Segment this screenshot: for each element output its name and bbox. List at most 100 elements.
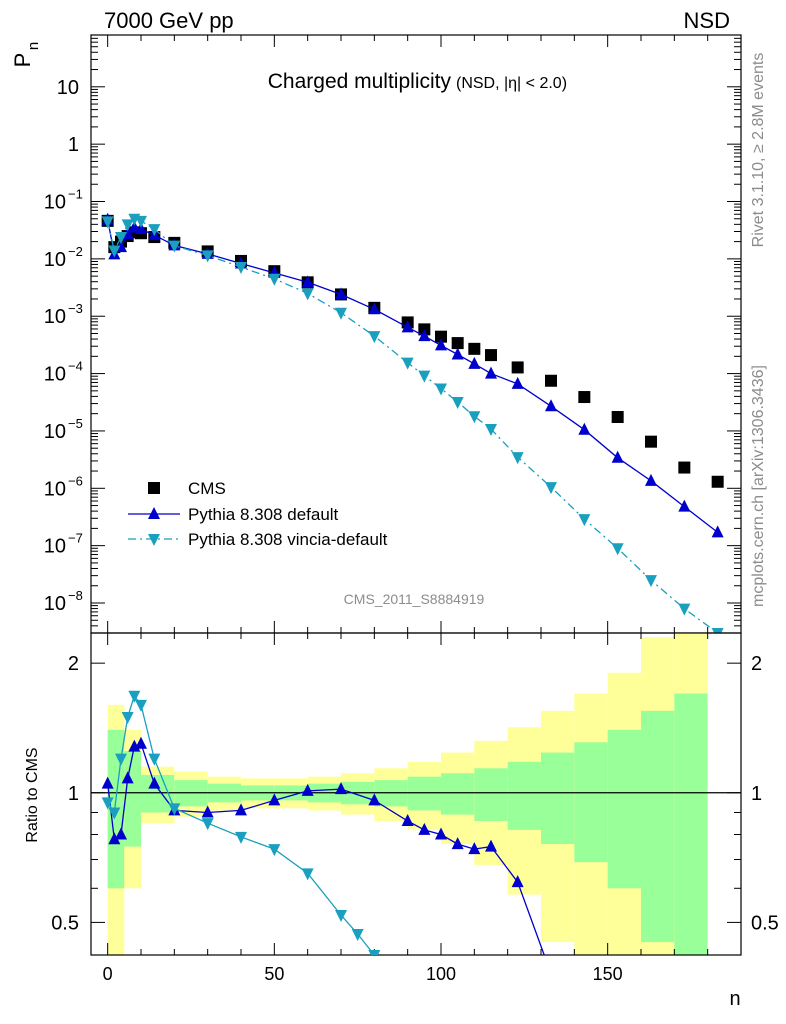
data-point — [268, 273, 281, 286]
y-tick-label-exponent: −5 — [68, 416, 83, 431]
data-point — [545, 374, 557, 387]
ratio-y-tick-label-right: 0.5 — [751, 912, 779, 934]
data-point — [711, 525, 724, 538]
data-point — [485, 349, 497, 362]
plot-title: Charged multiplicity — [268, 70, 452, 93]
data-point — [511, 452, 524, 465]
data-point — [135, 215, 147, 228]
y-tick-label-exponent: −8 — [68, 588, 83, 603]
data-point — [578, 391, 591, 404]
data-point — [578, 514, 591, 527]
legend-marker — [148, 482, 160, 494]
ratio-point — [351, 928, 364, 941]
data-point — [101, 216, 114, 229]
ratio-point — [121, 771, 134, 784]
y-tick-label: 10 — [44, 364, 66, 386]
data-point — [678, 499, 691, 512]
data-point — [485, 366, 497, 379]
y-tick-label: 1 — [68, 134, 79, 156]
data-point — [711, 628, 724, 633]
data-point — [368, 331, 381, 344]
series-2 — [101, 213, 724, 633]
stat-band — [574, 742, 608, 863]
y-tick-label: 10 — [44, 192, 66, 214]
data-point — [168, 240, 181, 253]
ratio-line — [107, 694, 376, 955]
data-point — [611, 543, 624, 556]
data-point — [301, 288, 314, 301]
ratio-point — [108, 832, 121, 845]
data-point — [645, 435, 657, 448]
legend-marker — [148, 507, 160, 519]
data-point — [368, 302, 381, 315]
data-point — [115, 232, 127, 245]
ratio-point — [451, 837, 464, 850]
data-point — [418, 370, 431, 383]
y-tick-label: 10 — [44, 421, 66, 443]
ratio-point — [401, 813, 414, 826]
legend-label: CMS — [188, 479, 226, 498]
ratio-point — [268, 844, 281, 857]
stat-band — [507, 761, 541, 830]
data-point — [335, 287, 347, 300]
ratio-point — [101, 776, 114, 789]
data-point — [645, 473, 657, 486]
data-point — [611, 410, 624, 423]
ratio-point — [385, 974, 397, 986]
y-tick-label-exponent: −7 — [68, 531, 83, 546]
data-point — [201, 250, 214, 263]
y-tick-label-exponent: −1 — [68, 187, 83, 202]
data-point — [401, 320, 414, 333]
data-point — [148, 224, 161, 237]
y-tick-label: 10 — [57, 77, 79, 99]
ratio-point — [148, 753, 161, 766]
data-point — [451, 347, 464, 360]
analysis-label: CMS_2011_S8884919 — [344, 591, 485, 607]
data-point — [435, 338, 447, 351]
data-point — [401, 357, 414, 370]
stat-band — [441, 773, 475, 815]
ratio-point — [201, 818, 214, 831]
data-point — [678, 461, 691, 474]
ratio-y-tick-label-right: 1 — [751, 783, 762, 805]
stat-band — [124, 751, 141, 847]
uncertainty-bands — [107, 633, 708, 955]
legend-label: Pythia 8.308 default — [188, 505, 339, 524]
data-point — [678, 603, 691, 616]
stat-band — [607, 729, 641, 889]
stat-band — [541, 752, 575, 845]
mcplots-label: mcplots.cern.ch [arXiv:1306.3436] — [750, 365, 767, 607]
stat-band — [641, 710, 675, 943]
ratio-point — [115, 753, 127, 766]
legend: CMS Pythia 8.308 default Pythia 8.308 vinc… — [128, 479, 388, 549]
y-tick-label-exponent: −2 — [68, 244, 83, 259]
y-axis-label: P — [10, 53, 35, 68]
data-point — [545, 399, 557, 412]
legend-label: Pythia 8.308 vincia-default — [188, 530, 388, 549]
data-point — [235, 262, 247, 275]
data-point — [468, 411, 481, 424]
ratio-point — [368, 793, 381, 806]
y-axis-label-subscript: n — [25, 42, 42, 50]
x-axis-label: n — [729, 988, 740, 1010]
x-tick-label: 100 — [426, 964, 456, 984]
y-tick-label: 10 — [44, 306, 66, 328]
data-point — [645, 575, 657, 588]
ratio-y-axis-label: Ratio to CMS — [24, 747, 41, 842]
ratio-point — [235, 831, 247, 844]
ratio-point — [121, 711, 134, 724]
data-point — [121, 219, 134, 232]
ratio-point — [101, 797, 114, 810]
data-point — [468, 356, 481, 369]
legend-marker — [148, 534, 160, 546]
ratio-y-tick-label: 2 — [68, 653, 79, 675]
y-tick-label-exponent: −4 — [68, 359, 83, 374]
ratio-point — [168, 803, 181, 816]
data-point — [451, 396, 464, 409]
data-point — [418, 329, 431, 342]
ratio-y-tick-label: 1 — [68, 783, 79, 805]
ratio-point — [148, 776, 161, 789]
ratio-point — [545, 967, 557, 979]
